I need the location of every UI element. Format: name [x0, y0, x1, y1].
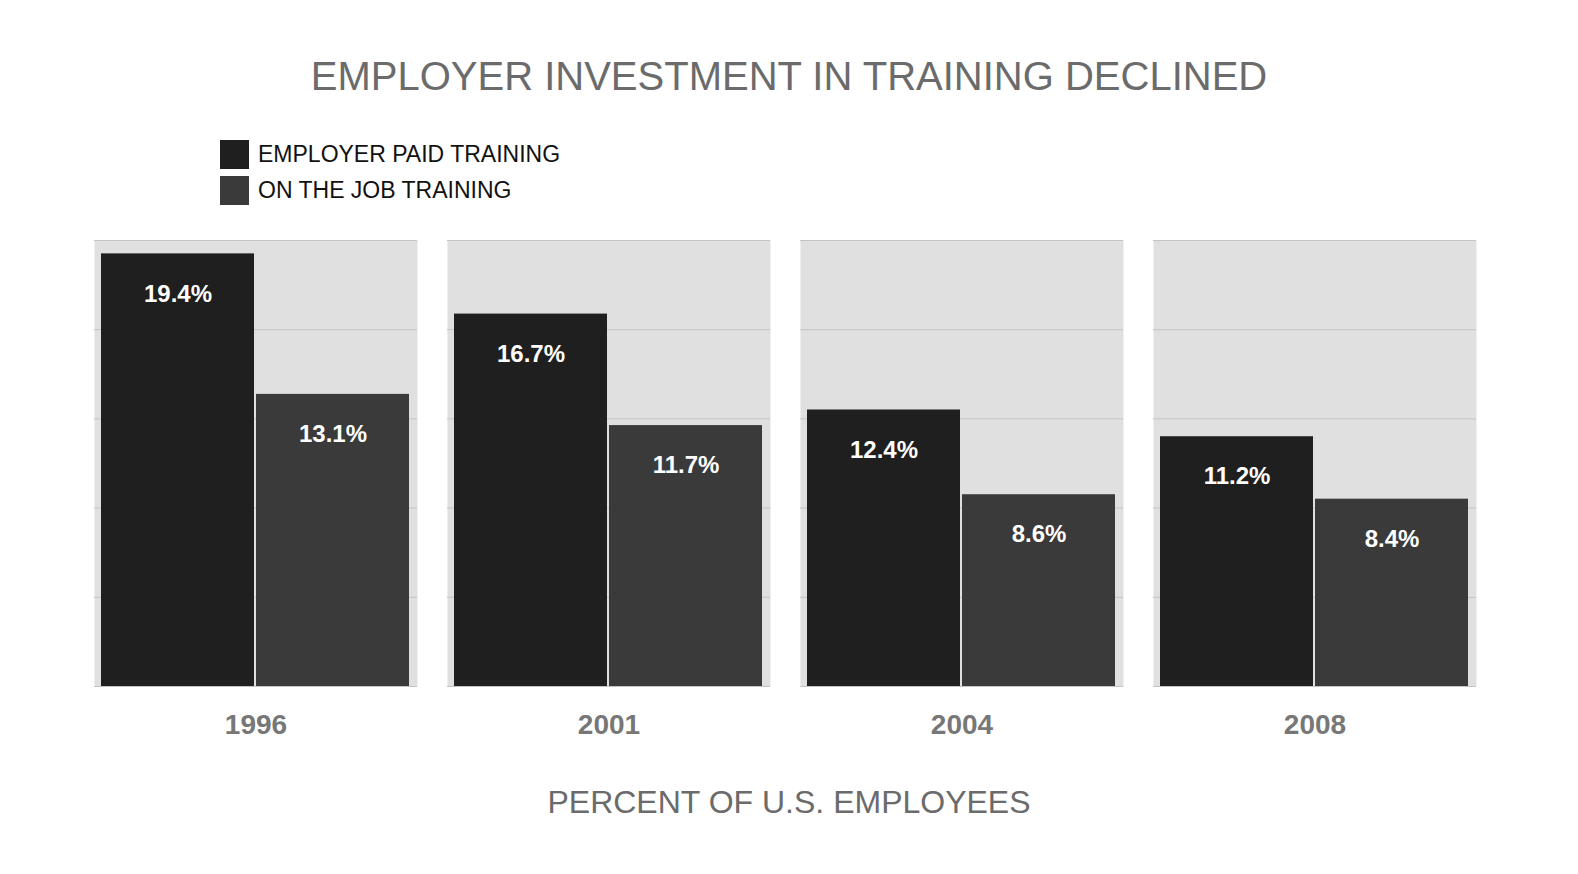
- svg-text:19.4%: 19.4%: [144, 280, 212, 307]
- html-text:PERCENT OF U.S. EMPLOYEES: PERCENT OF U.S. EMPLOYEES: [547, 784, 1031, 820]
- html-text:ON THE JOB TRAINING: ON THE JOB TRAINING: [258, 176, 512, 203]
- svg-text:11.7%: 11.7%: [653, 451, 720, 478]
- html-text:EMPLOYER INVESTMENT IN TRAININ: EMPLOYER INVESTMENT IN TRAINING DECLINED: [310, 54, 1268, 98]
- svg-text:8.6%: 8.6%: [1012, 520, 1067, 547]
- svg-text:11.2%: 11.2%: [1204, 462, 1271, 489]
- svg-text:8.4%: 8.4%: [1365, 525, 1420, 552]
- svg-text:12.4%: 12.4%: [850, 436, 918, 463]
- svg-text:1996: 1996: [225, 709, 287, 740]
- svg-text:2004: 2004: [931, 709, 994, 740]
- svg-text:2001: 2001: [578, 709, 640, 740]
- svg-text:2008: 2008: [1284, 709, 1346, 740]
- html-text:EMPLOYER PAID TRAINING: EMPLOYER PAID TRAINING: [258, 140, 560, 167]
- svg-text:13.1%: 13.1%: [299, 420, 367, 447]
- svg-text:16.7%: 16.7%: [497, 340, 565, 367]
